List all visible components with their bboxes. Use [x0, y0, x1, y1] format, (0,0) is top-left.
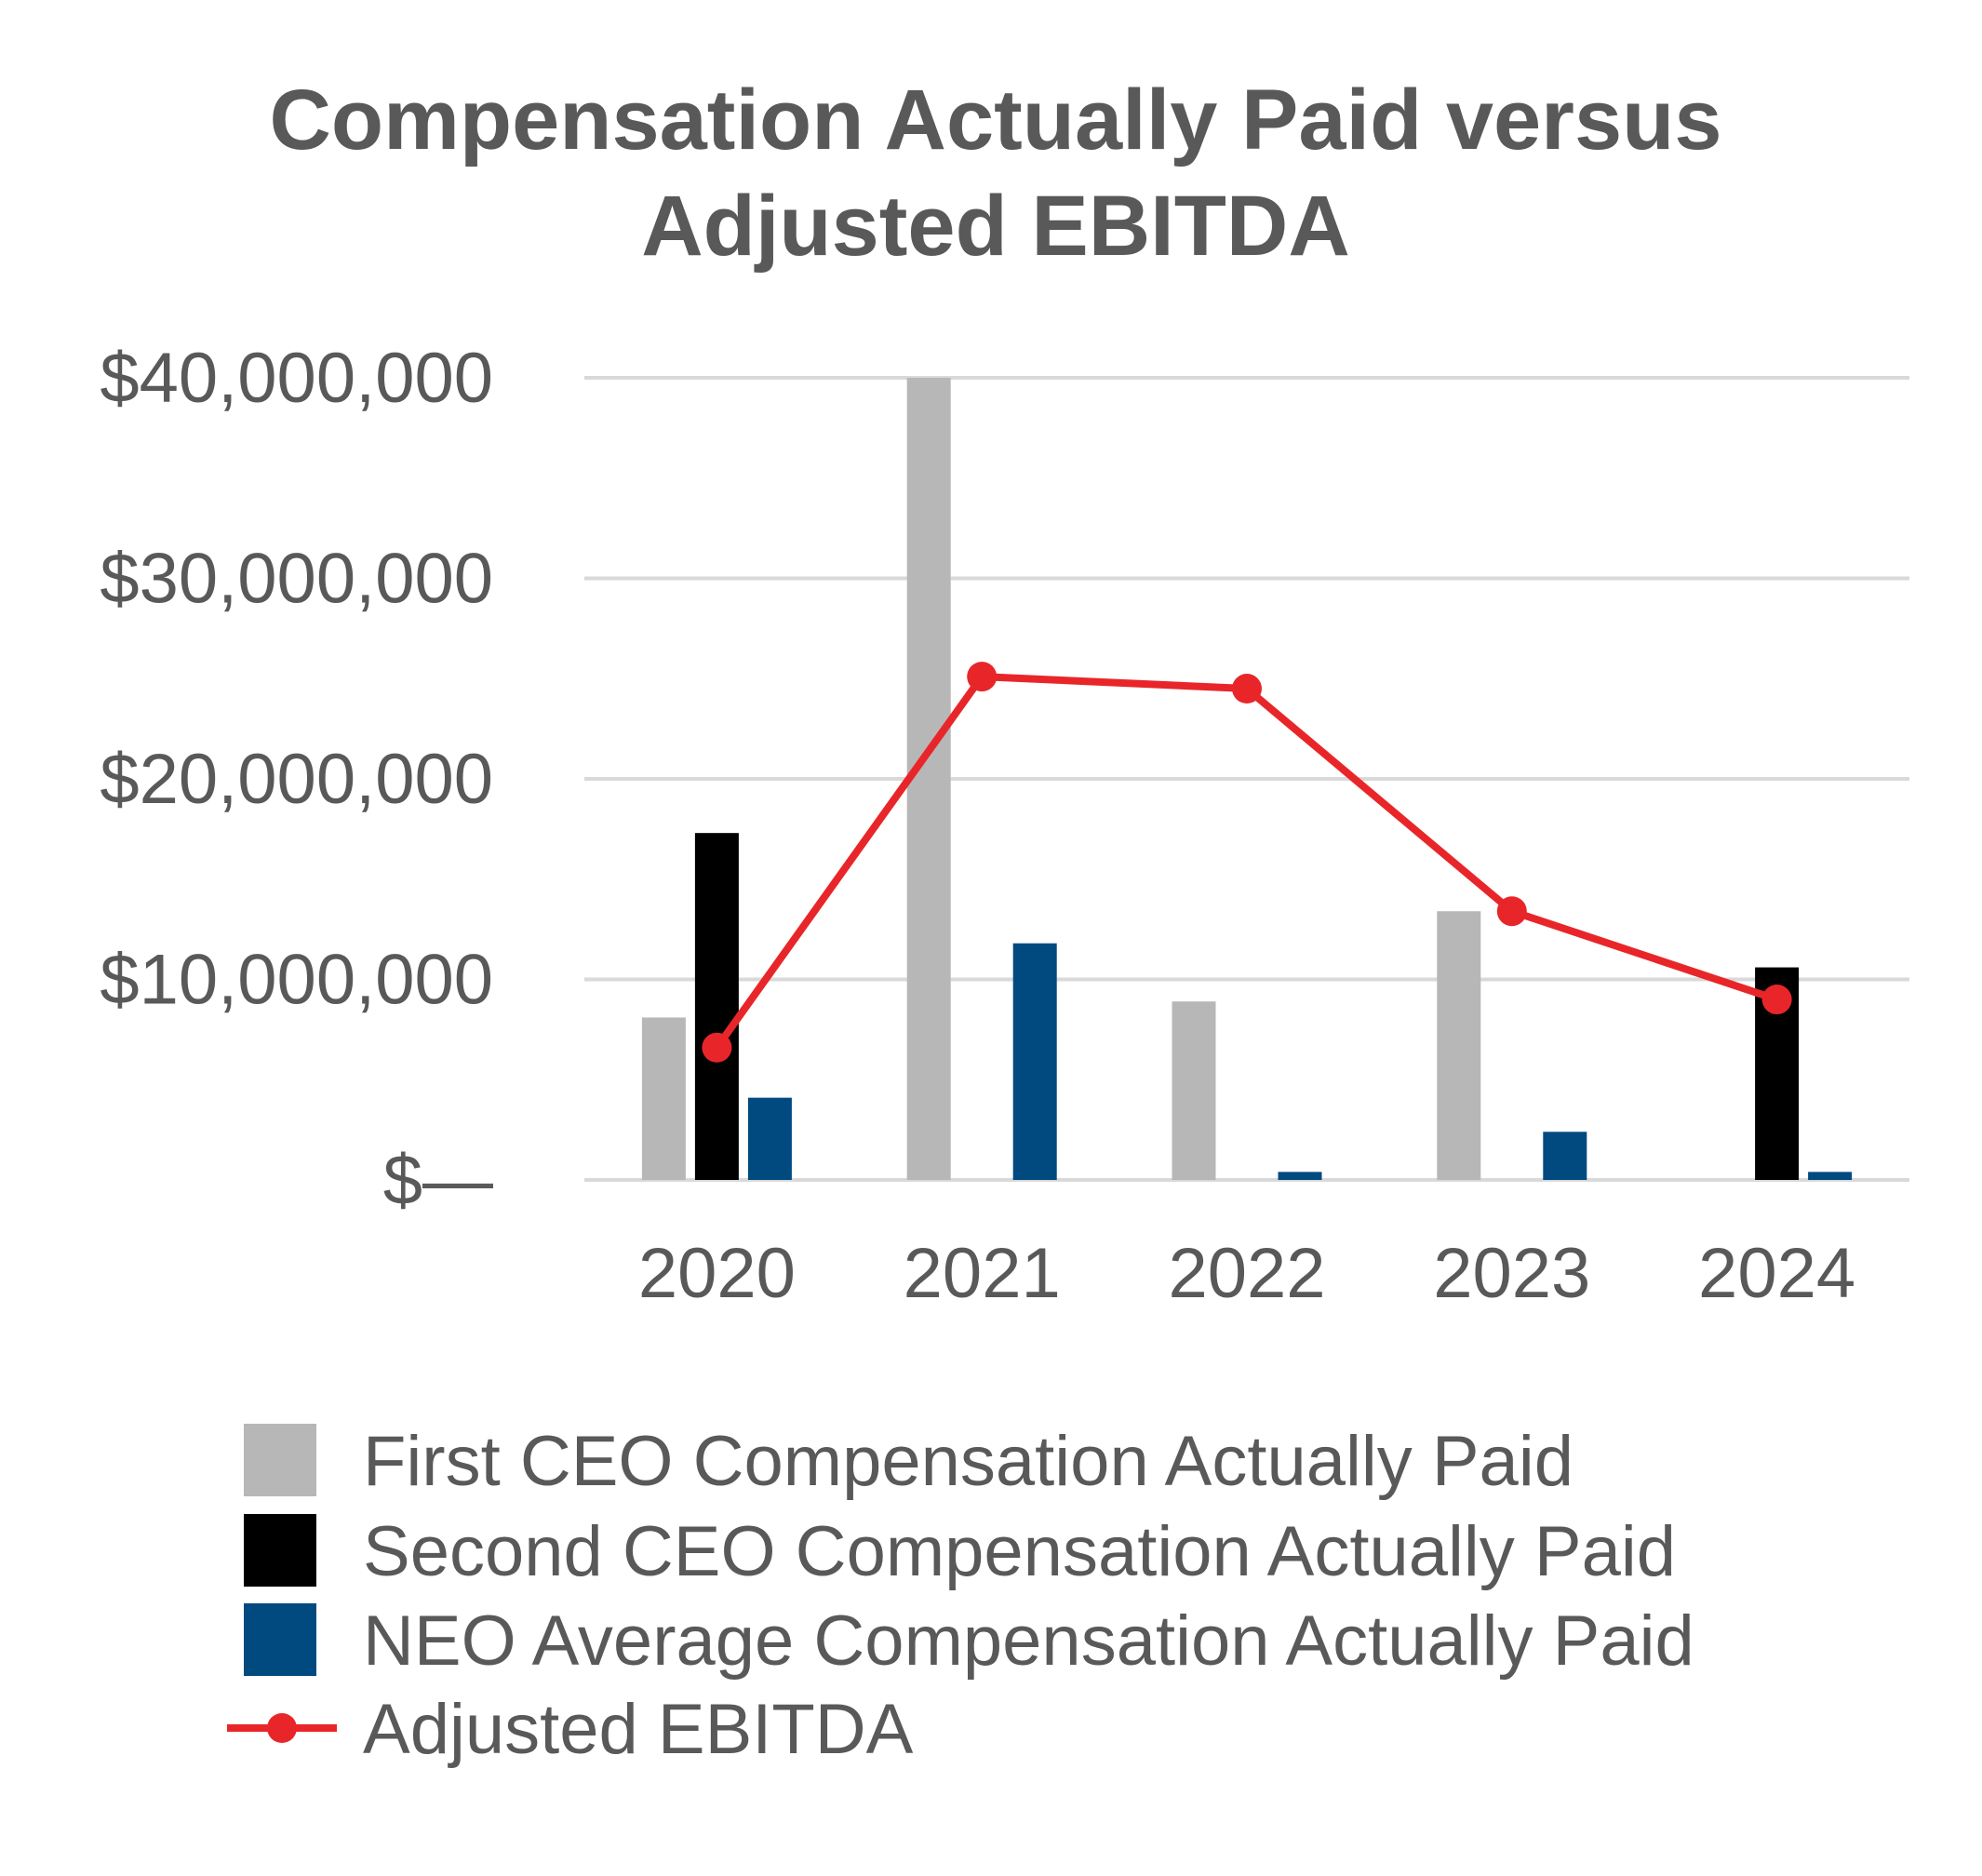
- bar-second-ceo-compensation-actually-paid-2020: [694, 833, 739, 1180]
- y-tick-label: $30,000,000: [100, 540, 493, 619]
- y-tick-label: $10,000,000: [100, 941, 493, 1020]
- bar-neo-average-compensation-actually-paid-2023: [1543, 1132, 1587, 1180]
- legend-item-second-ceo-compensation-actually-paid: Second CEO Compensation Actually Paid: [244, 1512, 1676, 1591]
- legend: First CEO Compensation Actually Paid Seco…: [227, 1422, 1694, 1769]
- legend-label: Second CEO Compensation Actually Paid: [363, 1512, 1676, 1591]
- point-adjusted-ebitda-2023: [1496, 896, 1527, 927]
- point-adjusted-ebitda-2020: [702, 1032, 732, 1063]
- chart-title-line-1: Compensation Actually Paid versus: [269, 73, 1721, 168]
- x-tick-label: 2022: [1168, 1234, 1325, 1313]
- x-tick-label: 2023: [1433, 1234, 1590, 1313]
- x-axis-labels: 2020 2021 2022 2023 2024: [638, 1234, 1855, 1313]
- legend-label: NEO Average Compensation Actually Paid: [363, 1601, 1694, 1681]
- gridlines: [584, 376, 1909, 1182]
- line-adjusted-ebitda: [713, 673, 1781, 1052]
- y-tick-label: $20,000,000: [100, 740, 493, 819]
- legend-swatch: [244, 1603, 316, 1676]
- point-adjusted-ebitda-2022: [1232, 674, 1262, 704]
- legend-label: First CEO Compensation Actually Paid: [363, 1422, 1574, 1501]
- point-adjusted-ebitda-2024: [1761, 985, 1792, 1015]
- legend-item-adjusted-ebitda: Adjusted EBITDA: [227, 1690, 914, 1769]
- legend-swatch-marker: [267, 1713, 297, 1743]
- y-axis-labels: $— $10,000,000 $20,000,000 $30,000,000 $40,0…: [100, 339, 493, 1220]
- legend-item-neo-average-compensation-actually-paid: NEO Average Compensation Actually Paid: [244, 1601, 1694, 1681]
- bar-first-ceo-compensation-actually-paid-2021: [906, 378, 951, 1180]
- bar-neo-average-compensation-actually-paid-2024: [1808, 1172, 1853, 1180]
- x-tick-label: 2021: [904, 1234, 1061, 1313]
- legend-item-first-ceo-compensation-actually-paid: First CEO Compensation Actually Paid: [244, 1422, 1574, 1501]
- y-tick-label: $—: [383, 1141, 493, 1220]
- bar-neo-average-compensation-actually-paid-2021: [1012, 943, 1057, 1180]
- bar-first-ceo-compensation-actually-paid-2020: [641, 1017, 686, 1180]
- line-series: [702, 662, 1792, 1063]
- chart-title-line-2: Adjusted EBITDA: [641, 179, 1350, 274]
- bar-first-ceo-compensation-actually-paid-2022: [1172, 1001, 1216, 1180]
- chart-title: Compensation Actually Paid versus Adjust…: [269, 73, 1721, 274]
- legend-swatch: [244, 1424, 316, 1496]
- legend-label: Adjusted EBITDA: [363, 1690, 914, 1769]
- bars: [641, 378, 1853, 1180]
- bar-neo-average-compensation-actually-paid-2022: [1278, 1172, 1322, 1180]
- bar-neo-average-compensation-actually-paid-2020: [747, 1097, 792, 1180]
- point-adjusted-ebitda-2021: [967, 662, 998, 692]
- legend-swatch: [244, 1514, 316, 1587]
- x-tick-label: 2020: [638, 1234, 796, 1313]
- x-tick-label: 2024: [1698, 1234, 1855, 1313]
- bar-first-ceo-compensation-actually-paid-2023: [1437, 911, 1481, 1180]
- y-tick-label: $40,000,000: [100, 339, 493, 418]
